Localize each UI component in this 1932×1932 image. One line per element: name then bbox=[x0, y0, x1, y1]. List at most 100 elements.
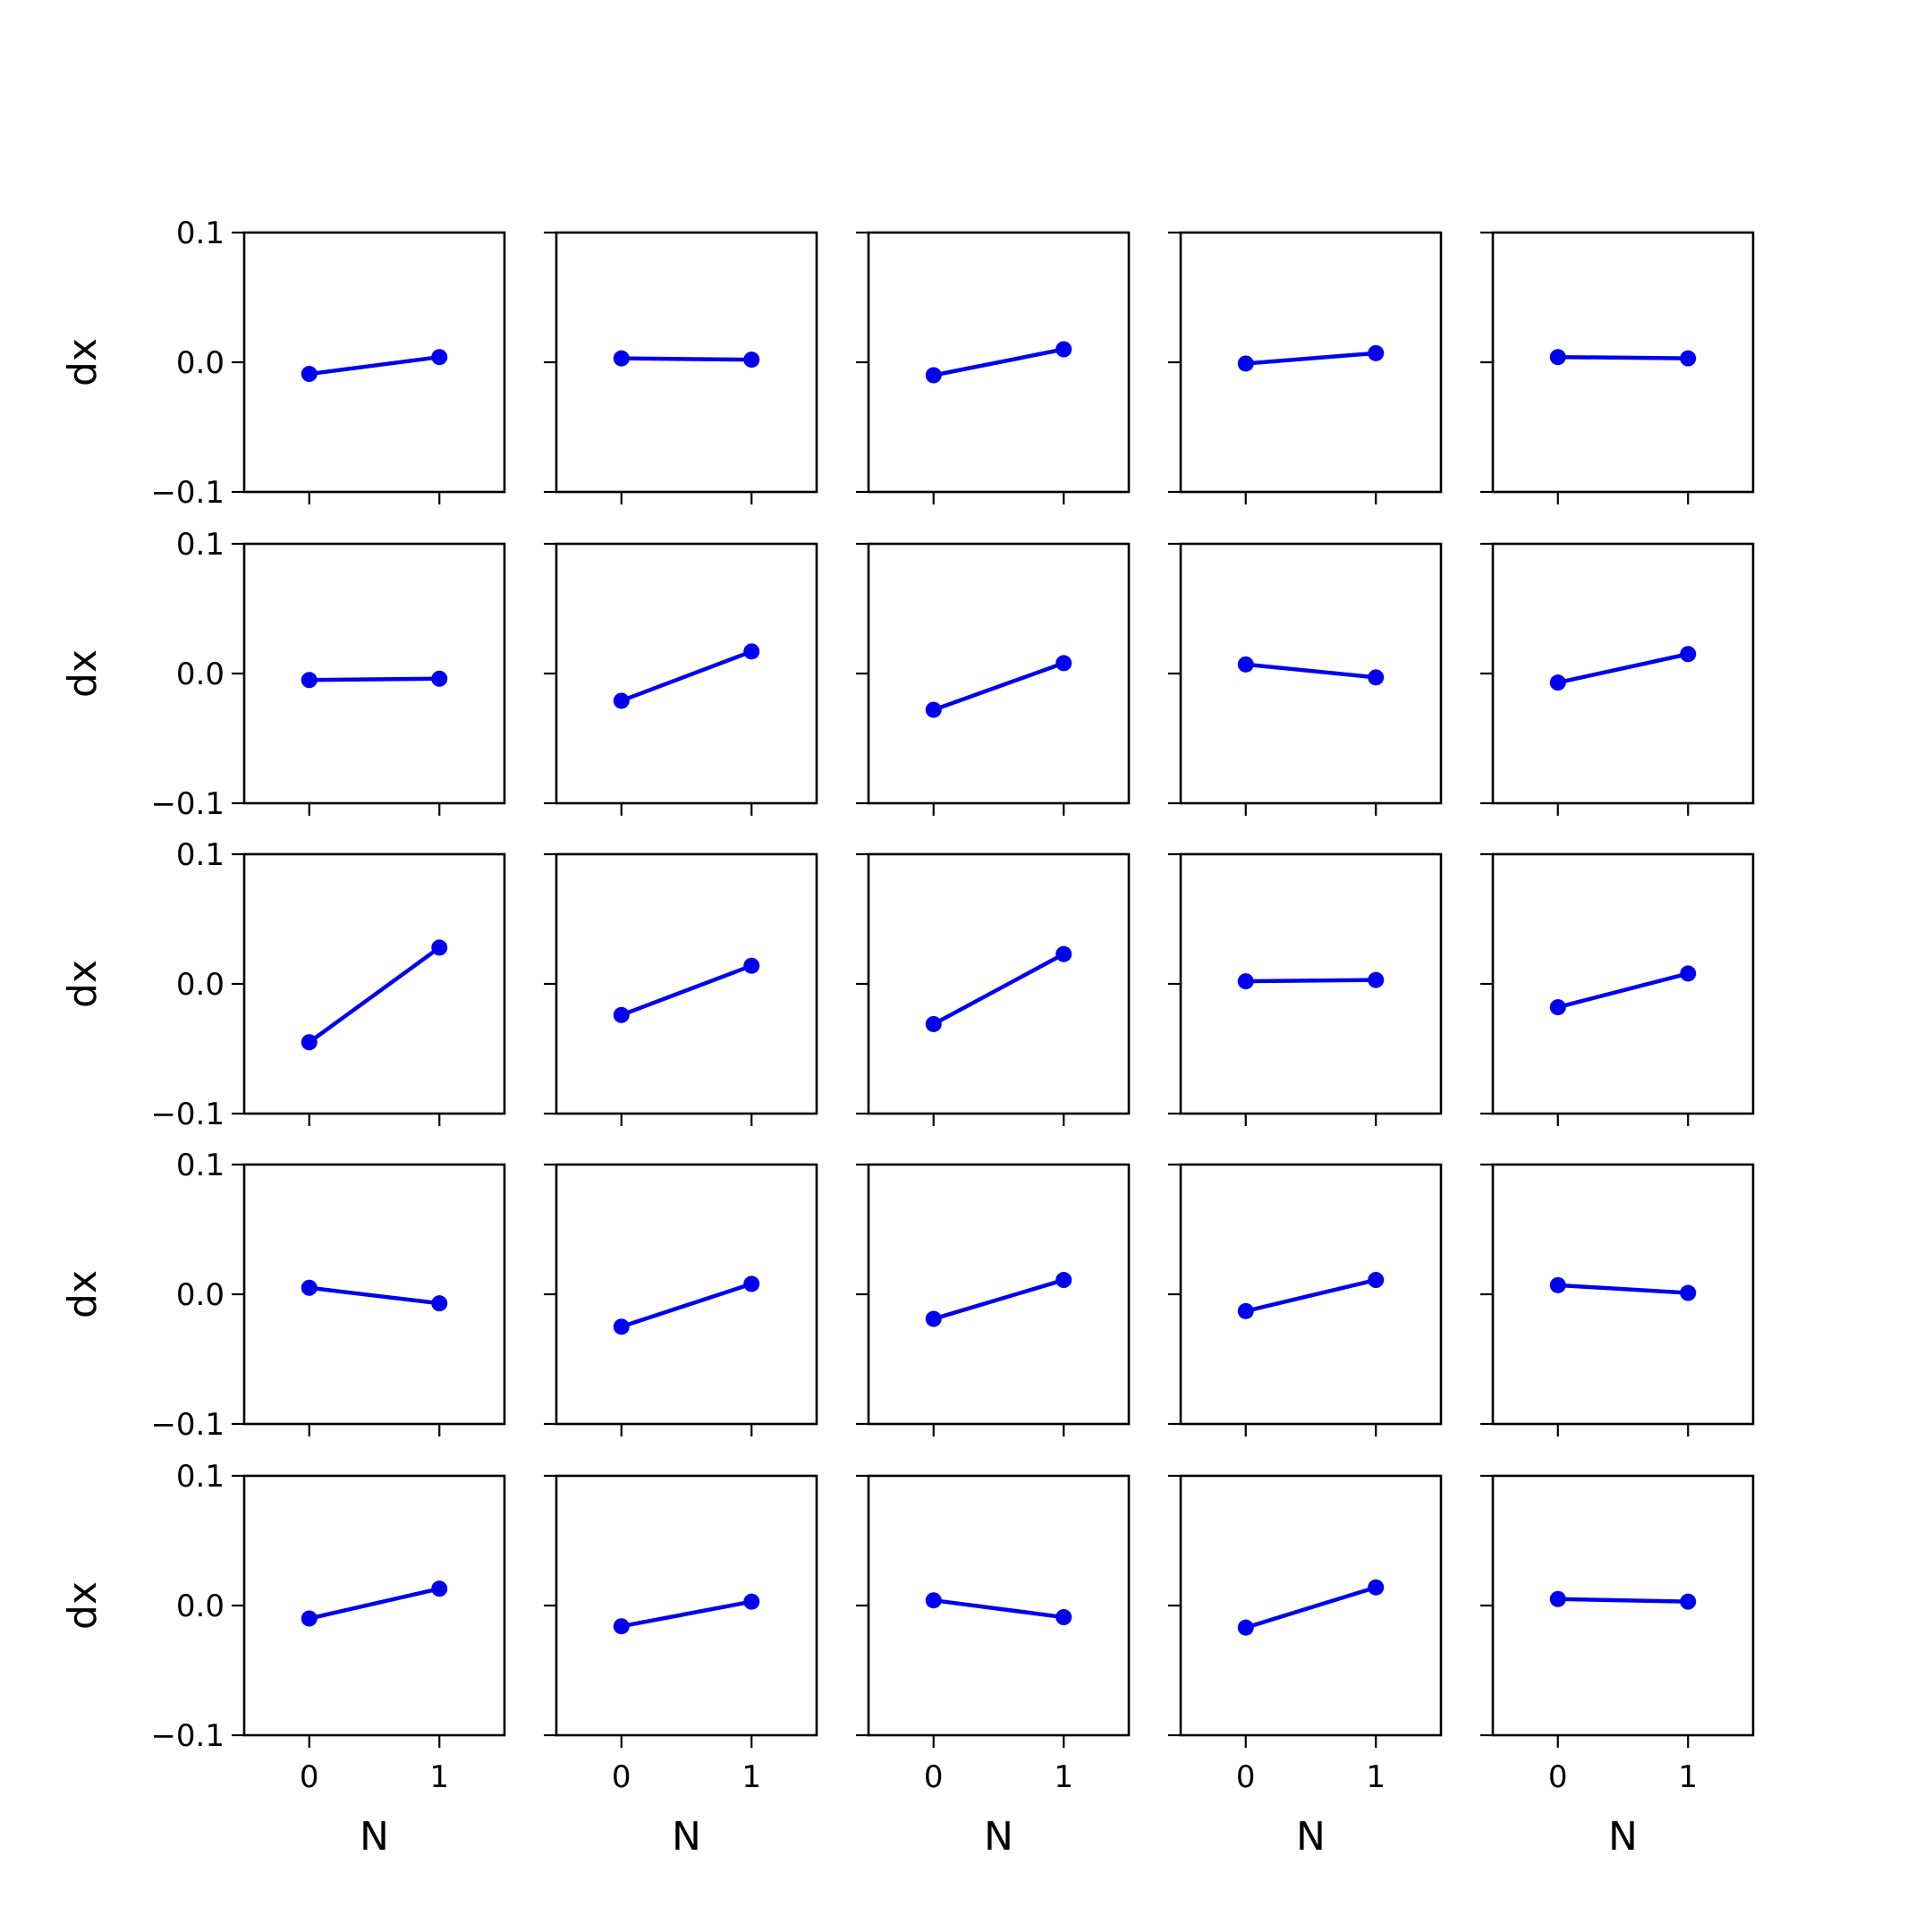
data-point-1 bbox=[1055, 945, 1072, 962]
data-point-1 bbox=[1368, 344, 1385, 361]
series-line bbox=[308, 945, 441, 1045]
x-tick-label: 0 bbox=[612, 1759, 631, 1795]
subplot-r2-c3 bbox=[1168, 852, 1443, 1126]
data-point-0 bbox=[301, 366, 318, 383]
subplot-r1-c4 bbox=[1480, 542, 1755, 816]
data-point-1 bbox=[743, 957, 760, 974]
subplot-r4-c3: 0 1 N bbox=[1168, 1474, 1443, 1860]
y-tick-label: 0.0 bbox=[176, 657, 225, 692]
data-point-0 bbox=[925, 701, 942, 718]
data-point-0 bbox=[1549, 1276, 1566, 1293]
data-point-0 bbox=[925, 1592, 942, 1609]
series-line bbox=[1557, 971, 1689, 1010]
y-tick-label: 0.0 bbox=[176, 345, 225, 381]
data-point-0 bbox=[1549, 1590, 1566, 1607]
y-axis-label: dx bbox=[60, 1270, 106, 1318]
x-tick-label: 1 bbox=[1054, 1759, 1073, 1795]
data-point-1 bbox=[431, 1580, 448, 1597]
series-line bbox=[933, 1597, 1064, 1620]
data-point-0 bbox=[1237, 1619, 1254, 1636]
data-point-0 bbox=[1237, 1302, 1254, 1319]
y-tick-label: −0.1 bbox=[150, 1097, 225, 1132]
subplot-r0-c0: 0.1 0.0 −0.1 dx bbox=[60, 216, 506, 511]
data-point-0 bbox=[925, 1310, 942, 1327]
subplot-r2-c2 bbox=[856, 852, 1131, 1126]
data-point-1 bbox=[1680, 1284, 1697, 1301]
x-axis-label: N bbox=[360, 1814, 389, 1860]
data-point-1 bbox=[743, 352, 760, 369]
subplot-r3-c1 bbox=[544, 1163, 818, 1436]
subplot-r0-c4 bbox=[1480, 231, 1755, 504]
series-line bbox=[1245, 978, 1377, 984]
subplot-r3-c4 bbox=[1480, 1163, 1755, 1436]
y-tick-label: −0.1 bbox=[150, 475, 225, 511]
x-axis-label: N bbox=[984, 1814, 1013, 1860]
series-line bbox=[933, 347, 1064, 377]
x-tick-label: 1 bbox=[741, 1759, 761, 1795]
data-point-0 bbox=[1237, 355, 1254, 372]
data-point-0 bbox=[301, 1279, 318, 1296]
series-line bbox=[932, 952, 1065, 1026]
x-tick-label: 0 bbox=[924, 1759, 944, 1795]
data-point-0 bbox=[1549, 674, 1566, 691]
x-tick-label: 1 bbox=[1366, 1759, 1385, 1795]
data-point-0 bbox=[301, 672, 318, 689]
subplot-r4-c1: 0 1 N bbox=[544, 1474, 818, 1860]
data-point-1 bbox=[1680, 965, 1697, 982]
data-point-1 bbox=[1680, 1593, 1697, 1610]
y-tick-label: 0.0 bbox=[176, 1277, 225, 1313]
series-line bbox=[932, 661, 1065, 712]
data-point-0 bbox=[925, 1015, 942, 1032]
subplot-r1-c1 bbox=[544, 542, 818, 816]
data-point-0 bbox=[925, 367, 942, 384]
data-point-1 bbox=[1368, 1579, 1385, 1596]
y-tick-label: 0.1 bbox=[176, 1148, 225, 1183]
series-line bbox=[1557, 1283, 1689, 1295]
data-point-1 bbox=[1368, 669, 1385, 686]
subplot-r4-c0: 0.1 0.0 −0.1 0 1 dx N bbox=[60, 1459, 506, 1860]
subplot-r4-c2: 0 1 N bbox=[856, 1474, 1131, 1860]
series-line bbox=[1557, 354, 1689, 360]
subplot-r2-c0: 0.1 0.0 −0.1 dx bbox=[60, 837, 506, 1132]
x-axis-label: N bbox=[1608, 1814, 1638, 1860]
series-line bbox=[1245, 662, 1377, 680]
y-axis-label: dx bbox=[60, 338, 106, 386]
series-line bbox=[620, 649, 753, 703]
data-point-1 bbox=[431, 939, 448, 956]
subplot-r2-c1 bbox=[544, 852, 818, 1126]
subplot-r3-c0: 0.1 0.0 −0.1 dx bbox=[60, 1148, 506, 1443]
subplot-r0-c2 bbox=[856, 231, 1131, 504]
series-line bbox=[1245, 351, 1377, 366]
y-axis-label: dx bbox=[60, 649, 106, 698]
series-line bbox=[621, 1599, 752, 1629]
y-axis-label: dx bbox=[60, 1581, 106, 1630]
data-point-0 bbox=[1237, 656, 1254, 673]
series-line bbox=[933, 1277, 1064, 1321]
y-tick-label: 0.0 bbox=[176, 1589, 225, 1624]
x-tick-label: 0 bbox=[1236, 1759, 1256, 1795]
data-point-0 bbox=[301, 1610, 318, 1627]
data-point-1 bbox=[1055, 655, 1072, 672]
data-point-1 bbox=[1368, 1272, 1385, 1289]
series-line bbox=[621, 1282, 752, 1329]
series-line bbox=[1557, 1597, 1689, 1604]
series-line bbox=[1245, 1277, 1377, 1314]
data-point-1 bbox=[1368, 971, 1385, 988]
data-point-1 bbox=[431, 670, 448, 687]
data-point-0 bbox=[613, 1006, 630, 1023]
x-tick-label: 1 bbox=[429, 1759, 449, 1795]
subplot-r1-c3 bbox=[1168, 542, 1443, 816]
series-line bbox=[621, 356, 752, 362]
subplot-r4-c4: 0 1 N bbox=[1480, 1474, 1755, 1860]
data-point-1 bbox=[743, 1275, 760, 1292]
series-line bbox=[620, 963, 753, 1017]
data-point-0 bbox=[613, 1318, 630, 1335]
y-tick-label: −0.1 bbox=[150, 1407, 225, 1443]
series-line bbox=[309, 354, 440, 377]
x-axis-label: N bbox=[672, 1814, 701, 1860]
data-point-1 bbox=[1055, 1272, 1072, 1289]
y-axis-label: dx bbox=[60, 960, 106, 1008]
subplot-r0-c3 bbox=[1168, 231, 1443, 504]
y-tick-label: −0.1 bbox=[150, 1718, 225, 1754]
